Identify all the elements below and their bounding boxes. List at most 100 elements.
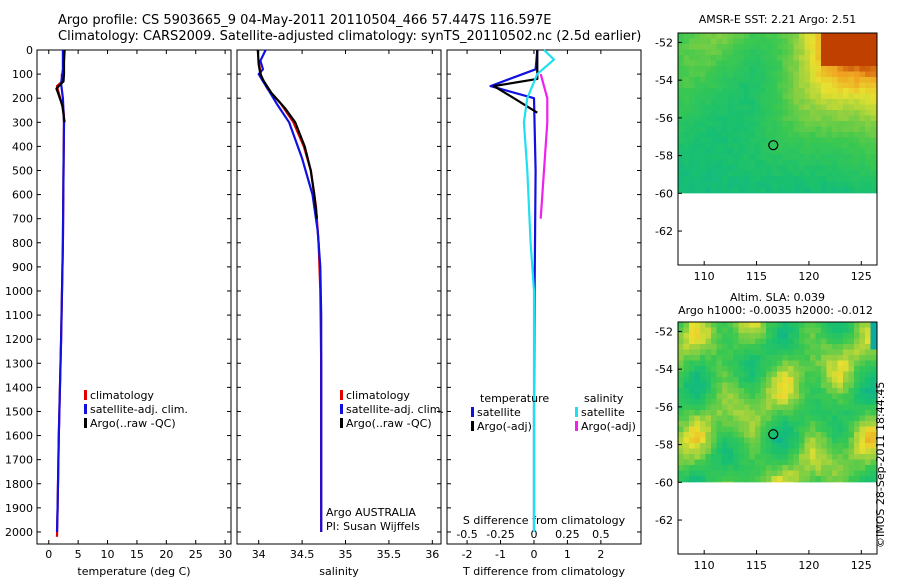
panel-temperature: 0 5 10 15 20 25 300100200300400500600700800900…	[5, 44, 232, 578]
lat-tick-label: -60	[655, 476, 673, 489]
y-tick-label: 400	[12, 140, 33, 153]
map-frame	[677, 32, 878, 266]
x-axis-label-top: S difference from climatology	[463, 514, 626, 527]
series-line-climatology	[257, 61, 323, 532]
lat-tick-label: -56	[655, 112, 673, 125]
x-tick-label-top: -0.5	[456, 528, 477, 541]
lat-tick-label: -54	[655, 363, 673, 376]
y-tick-label: 1600	[5, 430, 33, 443]
lat-tick-label: -52	[655, 325, 673, 338]
legend-group-title: temperature	[480, 392, 549, 405]
lon-tick-label: 125	[851, 559, 872, 572]
y-tick-label: 100	[12, 68, 33, 81]
y-tick-label: 1000	[5, 285, 33, 298]
series-line-argo-raw-qc-	[256, 49, 318, 219]
map-sla: -52 -54 -56 -58 -60 -62 110 115 120 125 Altim. SLA…	[655, 291, 878, 572]
axes-box	[446, 49, 642, 545]
annotation-institution: Argo AUSTRALIA	[326, 506, 416, 519]
legend-label: satellite-adj. clim.	[346, 403, 444, 416]
series-line-salinity-argo-adj-	[539, 73, 549, 219]
figure-title-line2: Climatology: CARS2009. Satellite-adjuste…	[58, 29, 642, 44]
x-tick-label-top: 0.25	[555, 528, 580, 541]
lon-tick-label: 115	[746, 270, 767, 283]
y-tick-label: 600	[12, 189, 33, 202]
series-line-argo-raw-qc-	[55, 49, 66, 123]
lon-tick-label: 120	[798, 559, 819, 572]
legend-swatch	[471, 421, 474, 431]
y-tick-label: 800	[12, 237, 33, 250]
x-tick-label: -1	[495, 548, 506, 561]
x-tick-label: 0	[530, 548, 537, 561]
axes-box	[236, 49, 442, 545]
figure-title-line1: Argo profile: CS 5903665_9 04-May-2011 2…	[58, 13, 552, 28]
lat-tick-label: -56	[655, 401, 673, 414]
lon-tick-label: 115	[746, 559, 767, 572]
map-subtitle: Argo h1000: -0.0035 h2000: -0.012	[678, 304, 873, 317]
legend-swatch	[340, 418, 343, 428]
lon-tick-label: 125	[851, 270, 872, 283]
legend-swatch	[84, 404, 87, 414]
y-tick-label: 2000	[5, 526, 33, 539]
lat-tick-label: -62	[655, 514, 673, 527]
imos-credit: ©IMOS 28-Sep-2011 18:44:45	[874, 381, 887, 548]
series-line-salinity-satellite	[522, 49, 556, 532]
panel-salinity: 34 34.5 35 35.5 36 salinity climatologysatelli…	[236, 49, 444, 578]
map-sst: -52 -54 -56 -58 -60 -62 110 115 120 125 AMSR-E SST…	[655, 13, 878, 283]
y-tick-label: 1200	[5, 333, 33, 346]
legend-label: satellite-adj. clim.	[90, 403, 188, 416]
lat-tick-label: -58	[655, 150, 673, 163]
series-line-temperature-satellite	[489, 49, 539, 532]
x-tick-label: 34.5	[290, 548, 315, 561]
axes-box	[36, 49, 232, 545]
y-tick-label: 300	[12, 116, 33, 129]
y-tick-label: 1100	[5, 309, 33, 322]
x-tick-label-top: -0.25	[486, 528, 514, 541]
x-tick-label: 0	[45, 548, 52, 561]
annotation-pi: PI: Susan Wijffels	[326, 520, 420, 533]
series-line-satellite-adj-clim-	[55, 50, 66, 533]
x-tick-label: 2	[597, 548, 604, 561]
y-tick-label: 1300	[5, 357, 33, 370]
y-tick-label: 900	[12, 261, 33, 274]
y-tick-label: 1900	[5, 502, 33, 515]
legend-label: Argo(-adj)	[477, 420, 532, 433]
series-line-temperature-argo-adj-	[492, 50, 539, 114]
x-tick-label: 30	[218, 548, 232, 561]
lon-tick-label: 110	[694, 559, 715, 572]
argo-position-marker	[768, 429, 779, 440]
x-tick-label: 10	[101, 548, 115, 561]
series-line-satellite-adj-clim-	[257, 49, 323, 532]
lon-tick-label: 110	[694, 270, 715, 283]
x-tick-label: 1	[564, 548, 571, 561]
lat-tick-label: -58	[655, 439, 673, 452]
x-axis-label: temperature (deg C)	[77, 565, 190, 578]
map-field-cells	[678, 33, 877, 194]
legend-label: satellite	[477, 406, 521, 419]
x-tick-label-top: 0.5	[592, 528, 610, 541]
legend-swatch	[84, 390, 87, 400]
x-tick-label: 5	[75, 548, 82, 561]
x-tick-label: 20	[159, 548, 173, 561]
legend-swatch	[340, 404, 343, 414]
panel-difference: -2 -1 0 1 2 -0.5 -0.25 0 0.25 0.5S difference fro…	[446, 49, 642, 578]
x-axis-label: salinity	[319, 565, 359, 578]
map-frame	[677, 321, 878, 555]
legend-label: climatology	[90, 389, 154, 402]
x-tick-label: 15	[130, 548, 144, 561]
y-tick-label: 1800	[5, 478, 33, 491]
map-field-cells	[678, 322, 877, 483]
x-tick-label: 36	[425, 548, 439, 561]
lat-tick-label: -62	[655, 225, 673, 238]
map-title: AMSR-E SST: 2.21 Argo: 2.51	[699, 13, 857, 26]
x-tick-label: 35.5	[377, 548, 402, 561]
x-tick-label: -2	[462, 548, 473, 561]
map-title: Altim. SLA: 0.039	[730, 291, 825, 304]
y-tick-label: 0	[26, 44, 33, 57]
argo-position-marker	[768, 140, 779, 151]
y-tick-label: 200	[12, 92, 33, 105]
x-tick-label: 34	[252, 548, 266, 561]
legend-group-title: salinity	[584, 392, 624, 405]
y-tick-label: 1700	[5, 454, 33, 467]
lon-tick-label: 120	[798, 270, 819, 283]
